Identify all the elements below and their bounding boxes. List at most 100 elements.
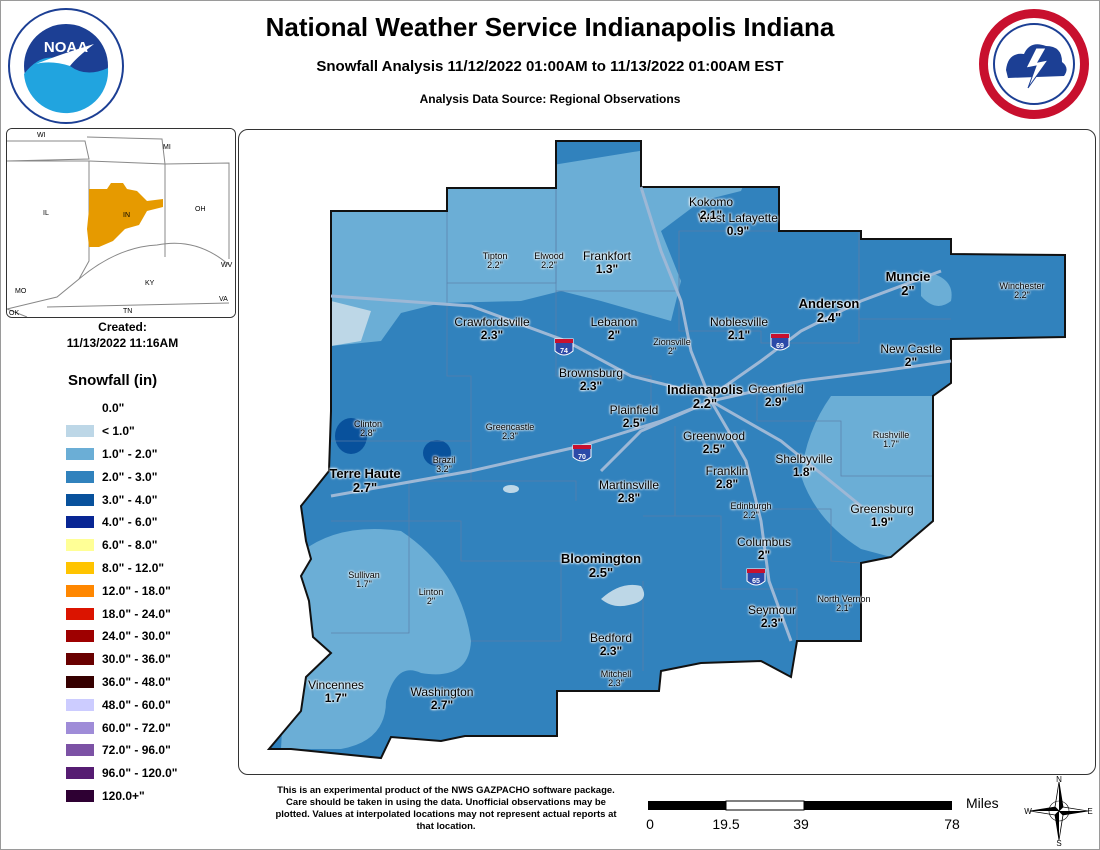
- city-label: Kokomo 2.1": [689, 196, 733, 221]
- scale-label-3: 78: [944, 816, 960, 832]
- compass-rose-icon: N E S W: [1024, 776, 1092, 846]
- legend-row: 0.0": [66, 397, 177, 420]
- snowfall-value: 2.2": [1014, 290, 1030, 301]
- city-name: Anderson: [798, 296, 860, 311]
- water-bodies: [503, 485, 645, 607]
- legend-label: 6.0" - 8.0": [102, 538, 158, 553]
- snowfall-value: 2.3": [760, 615, 784, 630]
- legend-label: 3.0" - 4.0": [102, 492, 158, 507]
- snowfall-value: 2.1": [699, 207, 723, 222]
- legend-label: 30.0" - 36.0": [102, 652, 171, 667]
- city-name: Frankfort: [582, 249, 632, 263]
- city-label: Brazil 3.2": [433, 455, 456, 475]
- city-name: Tipton: [482, 251, 508, 261]
- city-name: Elwood: [534, 251, 564, 261]
- city-name: Brownsburg: [558, 366, 624, 380]
- legend-row: 8.0" - 12.0": [66, 557, 177, 580]
- city-name: Terre Haute: [329, 466, 401, 481]
- city-name: Winchester: [999, 281, 1045, 291]
- area-1-to-2-in-southeast: [801, 396, 933, 557]
- snowfall-value: 2.1": [727, 327, 751, 342]
- page-subtitle: Snowfall Analysis 11/12/2022 01:00AM to …: [316, 58, 784, 75]
- city-name: Mitchell: [600, 669, 632, 679]
- legend-label: 1.0" - 2.0": [102, 446, 158, 461]
- snowfall-legend: 0.0" < 1.0" 1.0" - 2.0" 2.0" - 3.0" 3.0" - 4…: [66, 397, 177, 807]
- locator-map-svg: WI MI IL IN OH MO KY WV VA TN OK: [7, 129, 235, 317]
- lake: [503, 485, 519, 493]
- city-label: Elwood 2.2": [534, 251, 564, 271]
- city-name: New Castle: [880, 342, 942, 356]
- city-name: Rushville: [872, 430, 910, 440]
- legend-swatch: [66, 425, 94, 438]
- city-name: Noblesville: [709, 315, 769, 329]
- legend-swatch: [66, 493, 94, 506]
- noaa-logo: NOAA: [8, 8, 124, 124]
- interstate-shields: 74 69 70 65: [554, 333, 790, 586]
- legend-row: < 1.0": [66, 420, 177, 443]
- legend-label: 8.0" - 12.0": [102, 560, 165, 575]
- inset-label-wv: WV: [221, 262, 233, 269]
- city-name: Lebanon: [590, 315, 638, 329]
- legend-row: 18.0" - 24.0": [66, 602, 177, 625]
- city-label: Vincennes 1.7": [308, 679, 364, 704]
- city-label: Greensburg 1.9": [850, 503, 913, 528]
- city-label: Rushville 1.7": [872, 430, 910, 450]
- city-name: Greensburg: [850, 502, 914, 516]
- snowfall-value: 2.3": [579, 378, 603, 393]
- city-name: Clinton: [353, 419, 383, 429]
- city-label: Indianapolis 2.2": [667, 383, 743, 410]
- city-name: Edinburgh: [730, 501, 772, 511]
- legend-swatch: [66, 584, 94, 597]
- compass-w: W: [1024, 807, 1032, 816]
- legend-label: 96.0" - 120.0": [102, 766, 178, 781]
- legend-swatch: [66, 789, 94, 802]
- compass-s: S: [1056, 839, 1061, 846]
- inset-label-oh: OH: [195, 206, 206, 213]
- city-label: Anderson 2.4": [799, 297, 860, 324]
- monroe-lake: [601, 584, 645, 607]
- snowfall-value: 1.7": [324, 690, 348, 705]
- legend-label: 4.0" - 6.0": [102, 515, 158, 530]
- disclaimer: This is an experimental product of the N…: [275, 785, 617, 832]
- city-label: Greenwood 2.5": [683, 430, 745, 455]
- snowfall-value: 2.3": [608, 678, 624, 689]
- area-3-to-4-in-clinton: [335, 418, 367, 454]
- area-under-1-in-west: [331, 301, 371, 346]
- snowfall-value: 2.3": [480, 327, 504, 342]
- snowfall-value: 2.2": [541, 260, 557, 271]
- scale-label-2: 39: [793, 816, 809, 832]
- snowfall-value: 2.9": [764, 394, 788, 409]
- legend-row: 12.0" - 18.0": [66, 579, 177, 602]
- city-name: Plainfield: [609, 403, 659, 417]
- i65-shield: 65: [746, 568, 766, 586]
- snowfall-value: 2": [904, 354, 918, 369]
- city-label: New Castle 2": [880, 343, 941, 368]
- city-label: Edinburgh 2.2": [730, 501, 772, 521]
- snowfall-value: 2.7": [352, 479, 378, 495]
- city-name: Vincennes: [308, 678, 364, 692]
- i69-label: 69: [776, 343, 784, 350]
- city-name: Greenwood: [682, 429, 746, 443]
- snowfall-value: 1.7": [356, 579, 372, 590]
- city-label: Columbus 2": [737, 536, 791, 561]
- city-name: North Vernon: [817, 594, 871, 604]
- legend-row: 120.0+": [66, 785, 177, 808]
- snowfall-value: 2.5": [622, 415, 646, 430]
- cwa-highlight: [87, 183, 163, 247]
- city-label: Greencastle 2.3": [486, 422, 535, 442]
- inset-label-tn: TN: [123, 308, 132, 315]
- city-label: Muncie 2": [886, 270, 931, 297]
- city-label: Sullivan 1.7": [348, 570, 380, 590]
- legend-label: < 1.0": [102, 424, 135, 439]
- noaa-text: NOAA: [44, 39, 88, 56]
- legend-row: 4.0" - 6.0": [66, 511, 177, 534]
- i70-shield: 70: [572, 444, 592, 462]
- city-label: West Lafayette 0.9": [698, 212, 778, 237]
- inset-label-il: IL: [43, 210, 49, 217]
- snowfall-value: 2": [426, 596, 436, 607]
- locator-inset-map: WI MI IL IN OH MO KY WV VA TN OK: [6, 128, 236, 318]
- legend-swatch: [66, 767, 94, 780]
- city-name: Franklin: [705, 464, 749, 478]
- city-label: Zionsville 2": [653, 337, 691, 357]
- city-name: Bedford: [589, 631, 633, 645]
